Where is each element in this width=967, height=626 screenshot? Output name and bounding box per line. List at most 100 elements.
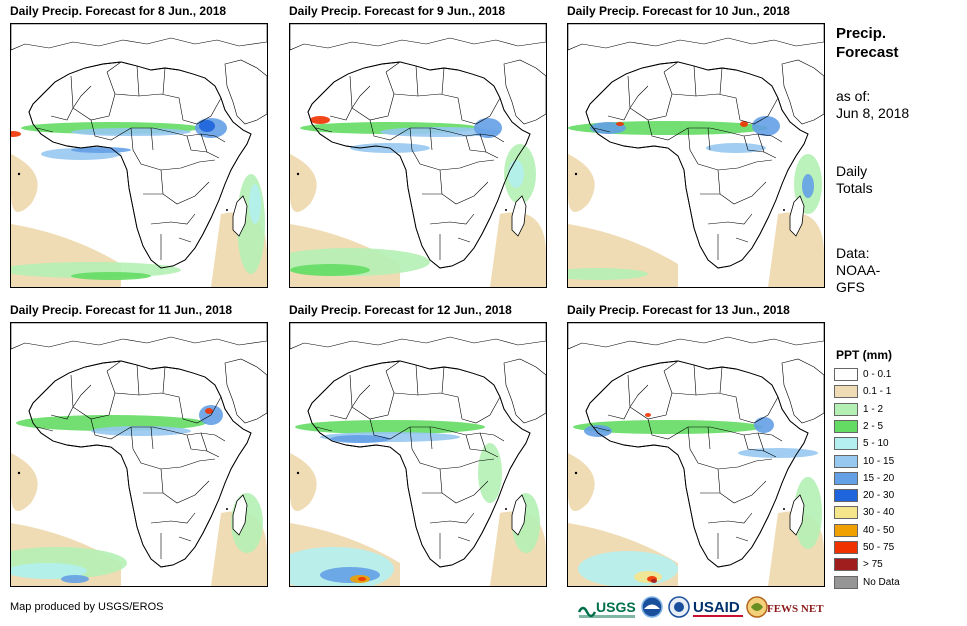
country-border (739, 396, 779, 424)
precip-area (310, 116, 330, 124)
svg-text:USAID: USAID (693, 599, 740, 616)
africa-coastline (585, 61, 809, 269)
island (783, 508, 785, 510)
country-border (315, 426, 333, 432)
precip-area (634, 571, 662, 583)
forecast-map-4[interactable] (10, 322, 268, 587)
precip-area (508, 160, 524, 188)
daily-totals-label: Daily Totals (836, 163, 873, 196)
country-border (415, 364, 419, 396)
legend-item: 5 - 10 (834, 435, 889, 452)
madagascar (232, 195, 248, 237)
island (17, 471, 21, 475)
country-border (178, 237, 192, 243)
noaa-logo (641, 596, 663, 618)
legend-label: 10 - 15 (863, 455, 895, 467)
country-border (182, 97, 222, 125)
country-border (315, 127, 333, 133)
arabia-landmass (781, 59, 824, 125)
legend-label: 20 - 30 (863, 490, 895, 502)
legend-item: 15 - 20 (834, 470, 894, 487)
legend-swatch (834, 368, 858, 381)
arabia-landmass (503, 358, 546, 424)
country-border (136, 65, 140, 97)
country-border (36, 426, 54, 432)
country-border (627, 370, 673, 420)
legend-label: 5 - 10 (863, 438, 889, 450)
country-border (707, 426, 711, 450)
country-border (150, 512, 196, 524)
country-border (329, 406, 353, 420)
precip-area (752, 116, 780, 136)
ocean-patch (290, 154, 317, 212)
country-border (647, 418, 783, 442)
arabia-landmass (781, 358, 824, 424)
africa-map (11, 323, 267, 586)
legend-item: > 75 (834, 556, 883, 573)
precip-area (330, 435, 390, 443)
arabia-landmass (503, 59, 546, 125)
africa-map (290, 24, 546, 287)
madagascar (511, 494, 527, 536)
precip-area (568, 268, 648, 280)
precip-area (320, 567, 380, 583)
forecast-map-6[interactable] (567, 322, 825, 587)
country-border (457, 237, 471, 243)
legend-swatch (834, 471, 858, 485)
forecast-map-5[interactable] (289, 322, 547, 587)
precip-area (474, 118, 502, 138)
ocean-patch (568, 154, 595, 212)
country-border (70, 370, 116, 420)
country-border (735, 536, 749, 542)
country-border (150, 426, 154, 450)
country-border (349, 71, 395, 121)
island (296, 172, 300, 176)
data-source: Data: NOAA- GFS (836, 245, 881, 295)
country-border (349, 370, 395, 420)
svg-text:FEWS NET: FEWS NET (767, 603, 824, 615)
country-border (707, 127, 711, 151)
legend-item: 1 - 2 (834, 401, 883, 418)
country-border (186, 135, 208, 153)
country-border (160, 169, 210, 205)
country-border (36, 127, 54, 133)
forecast-map-1[interactable] (10, 23, 268, 288)
legend-item: 2 - 5 (834, 418, 883, 435)
legend-swatch (834, 385, 858, 399)
country-border (671, 93, 741, 121)
country-border (150, 127, 154, 151)
legend-item: 0 - 0.1 (834, 366, 891, 383)
country-border (70, 71, 116, 121)
precip-area (11, 131, 21, 137)
africa-map (290, 323, 546, 586)
ocean-patch (568, 453, 595, 511)
precip-area (295, 420, 485, 434)
forecast-map-3[interactable] (567, 23, 825, 288)
madagascar (789, 494, 805, 536)
precip-area (205, 408, 213, 414)
island (783, 209, 785, 211)
country-border (429, 127, 433, 151)
precip-area (706, 143, 766, 153)
legend-swatch (834, 437, 858, 451)
precip-area (478, 443, 502, 503)
country-border (90, 119, 226, 143)
country-border (72, 384, 92, 408)
country-border (717, 468, 767, 504)
legend-swatch (834, 541, 858, 554)
africa-coastline (307, 360, 531, 568)
country-border (457, 536, 471, 542)
map-credit: Map produced by USGS/EROS (10, 601, 164, 613)
forecast-map-2[interactable] (289, 23, 547, 288)
country-border (607, 406, 631, 420)
country-border (160, 468, 210, 504)
country-border (607, 107, 631, 121)
country-border (50, 406, 74, 420)
country-border (385, 61, 401, 73)
ocean-patch (11, 453, 38, 511)
madagascar (232, 494, 248, 536)
country-border (707, 213, 753, 225)
europe-landmass (290, 24, 546, 51)
country-border (441, 366, 445, 394)
europe-landmass (568, 323, 824, 350)
